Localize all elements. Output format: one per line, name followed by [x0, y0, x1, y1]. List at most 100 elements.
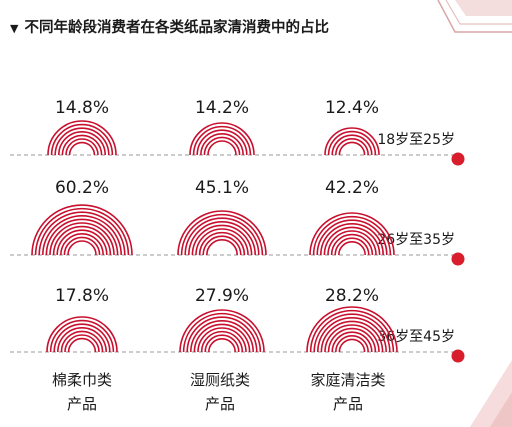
arc-ring	[58, 131, 106, 156]
arc-ring	[34, 207, 130, 256]
arc-ring	[68, 141, 96, 156]
arc-mark	[47, 120, 117, 156]
arc-ring	[47, 120, 117, 156]
row-marker-dot	[451, 349, 465, 363]
arc-ring	[338, 141, 366, 156]
arc-ring	[331, 134, 373, 156]
corner-frame-inner	[445, 0, 512, 25]
value-label: 14.8%	[55, 98, 109, 118]
arc-ring	[324, 324, 380, 353]
arc-ring	[45, 218, 119, 256]
arc-ring	[202, 235, 242, 256]
arc-ring	[184, 217, 260, 256]
category-label-line: 产品	[332, 395, 363, 413]
value-label: 42.2%	[325, 178, 379, 198]
arc-ring	[312, 215, 392, 256]
arc-ring	[192, 125, 252, 156]
arc-ring	[52, 225, 112, 256]
arc-ring	[335, 335, 369, 353]
arc-ring	[197, 327, 247, 353]
arc-mark	[309, 212, 395, 256]
arc-ring	[61, 134, 103, 156]
arc-ring	[203, 136, 241, 156]
value-label: 28.2%	[325, 286, 379, 306]
arc-ring	[191, 224, 253, 256]
arc-mark	[177, 210, 267, 256]
arc-ring	[324, 127, 380, 156]
row-marker-dot	[451, 152, 465, 166]
arc-ring	[200, 133, 244, 156]
arc-ring	[46, 316, 118, 353]
triangle-icon: ▼	[10, 22, 19, 35]
arc-mark	[46, 316, 118, 353]
arc-ring	[49, 319, 115, 353]
value-label: 14.2%	[195, 98, 249, 118]
category-label-line: 棉柔巾类	[51, 371, 112, 389]
arc-ring	[67, 337, 97, 353]
value-label: 12.4%	[325, 98, 379, 118]
arc-ring	[327, 327, 377, 353]
arc-ring	[338, 338, 366, 353]
arc-ring	[188, 221, 256, 256]
category-label-line: 湿厕纸类	[189, 371, 250, 389]
arc-ring	[38, 211, 126, 256]
top-decoration	[437, 0, 512, 33]
arc-ring	[60, 330, 104, 353]
arc-ring	[189, 122, 255, 156]
arc-ring	[67, 240, 97, 256]
value-label: 17.8%	[55, 286, 109, 306]
arc-ring	[57, 327, 107, 353]
arc-ring	[42, 215, 122, 256]
arc-ring	[338, 241, 366, 256]
arc-ring	[327, 230, 377, 256]
row-marker-dot	[451, 252, 465, 266]
arc-ring	[320, 223, 384, 256]
arc-ring	[195, 228, 249, 256]
arc-ring	[63, 236, 101, 256]
category-label: 湿厕纸类 产品	[170, 368, 270, 416]
arc-mark	[306, 306, 398, 353]
arc-ring	[179, 309, 265, 353]
arc-ring	[64, 334, 100, 353]
corner-frame-shade	[455, 0, 512, 16]
age-group-label: 18岁至25岁	[377, 132, 455, 148]
arc-ring	[193, 323, 251, 353]
arc-ring	[323, 226, 381, 256]
chart-title-text: 不同年龄段消费者在各类纸品家清消费中的占比	[24, 20, 329, 36]
arc-ring	[334, 237, 370, 256]
arc-ring	[309, 212, 395, 256]
arc-ring	[327, 130, 377, 156]
arc-mark	[179, 309, 265, 353]
arc-ring	[50, 123, 114, 156]
arc-ring	[53, 323, 111, 353]
arc-ring	[208, 338, 236, 353]
arc-ring	[65, 138, 99, 156]
arc-ring	[207, 140, 237, 156]
arc-ring	[206, 239, 238, 256]
arc-ring	[335, 138, 369, 156]
arc-ring	[180, 213, 264, 256]
value-label: 60.2%	[55, 178, 109, 198]
arc-ring	[31, 204, 133, 256]
arc-mark	[324, 127, 380, 156]
arc-ring	[320, 320, 384, 353]
arc-ring	[200, 330, 244, 353]
arc-ring	[60, 233, 104, 256]
arc-ring	[190, 320, 254, 353]
arc-mark	[189, 122, 255, 156]
arc-ring	[316, 219, 388, 256]
arc-ring	[317, 317, 387, 353]
age-group-label: 26岁至35岁	[377, 232, 455, 248]
category-label-line: 产品	[66, 395, 97, 413]
category-label-line: 家庭清洁类	[310, 371, 386, 389]
arc-mark	[31, 204, 133, 256]
arc-ring	[198, 231, 246, 256]
value-label: 45.1%	[195, 178, 249, 198]
category-label-line: 产品	[204, 395, 235, 413]
arc-ring	[177, 210, 267, 256]
arc-ring	[54, 127, 110, 156]
value-label: 27.9%	[195, 286, 249, 306]
arc-ring	[182, 312, 262, 353]
category-label: 家庭清洁类 产品	[298, 368, 398, 416]
